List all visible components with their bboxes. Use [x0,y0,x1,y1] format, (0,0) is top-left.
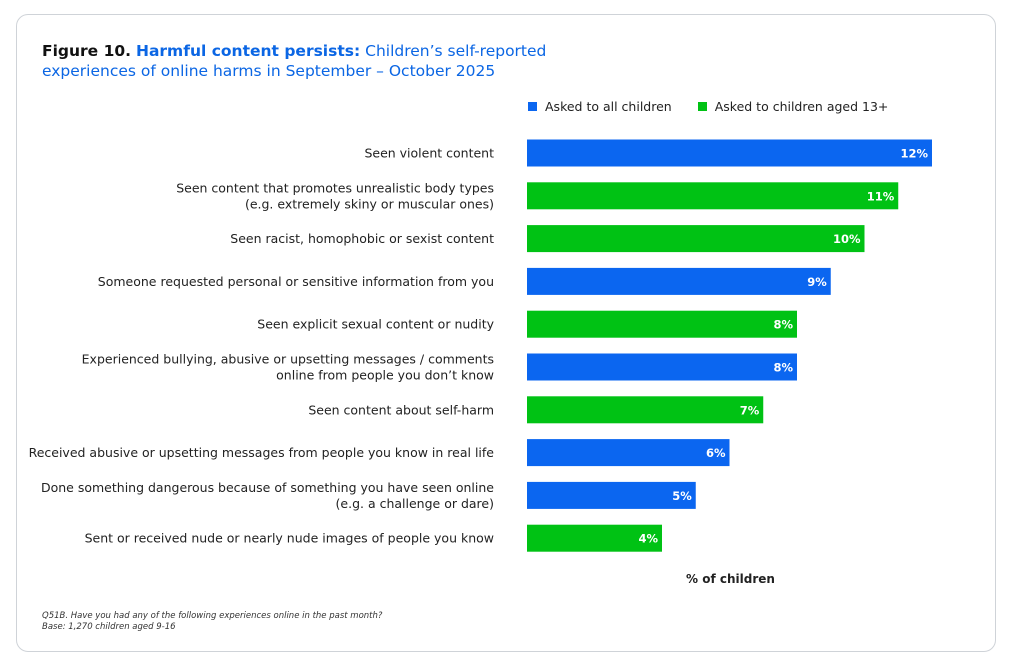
category-label-3: Seen racist, homophobic or sexist conten… [230,231,494,246]
category-label-9-line-1: Done something dangerous because of some… [41,480,494,495]
legend: Asked to all children Asked to children … [528,99,914,114]
bar-value-label-4: 9% [807,275,827,289]
category-label-8: Received abusive or upsetting messages f… [29,445,495,460]
category-label-4: Someone requested personal or sensitive … [98,274,494,289]
bar-value-label-7: 7% [740,403,760,417]
legend-label-all: Asked to all children [545,99,672,114]
category-label-1: Seen violent content [364,146,494,161]
bar-3 [527,225,865,253]
bar-value-label-10: 4% [638,532,658,546]
category-label-2-line-1: Seen content that promotes unrealistic b… [176,180,494,195]
bar-6 [527,353,797,381]
category-label-2-line-2: (e.g. extremely skiny or muscular ones) [245,196,494,211]
bar-value-label-5: 8% [773,318,793,332]
figure-lead: Harmful content persists: [135,42,361,60]
bar-4 [527,267,831,295]
bar-2 [527,182,899,210]
bar-value-label-6: 8% [773,361,793,375]
figure-title-text: Children’s self-reported experiences of … [42,42,547,80]
footnote-question: Q51B. Have you had any of the following … [42,611,383,621]
footnote: Q51B. Have you had any of the following … [42,611,382,633]
category-label-5: Seen explicit sexual content or nudity [257,317,494,332]
bar-5 [527,310,797,338]
category-label-7: Seen content about self-harm [308,402,494,417]
figure-number: Figure 10. [42,42,132,60]
bar-value-label-2: 11% [867,189,895,203]
footnote-base: Base: 1,270 children aged 9-16 [42,622,176,632]
bar-value-label-8: 6% [706,446,726,460]
category-label-9-line-2: (e.g. a challenge or dare) [336,496,494,511]
x-axis-label: % of children [686,572,775,586]
bar-value-label-9: 5% [672,489,692,503]
bar-1 [527,139,932,167]
bar-8 [527,439,730,467]
figure-title: Figure 10. Harmful content persists: Chi… [42,41,642,81]
bar-10 [527,524,662,552]
bar-value-label-1: 12% [900,147,928,161]
legend-swatch-all [528,102,537,111]
bar-9 [527,481,696,509]
chart-card [16,14,996,652]
legend-swatch-13plus [697,102,707,111]
legend-item-13plus: Asked to children aged 13+ [697,99,889,114]
bar-7 [527,396,764,424]
bar-value-label-3: 10% [833,232,861,246]
legend-label-13plus: Asked to children aged 13+ [714,99,889,114]
category-label-6-line-2: online from people you don’t know [276,368,494,383]
legend-item-all: Asked to all children [528,99,672,114]
category-label-10: Sent or received nude or nearly nude ima… [85,531,494,546]
category-label-6-line-1: Experienced bullying, abusive or upsetti… [82,352,494,367]
